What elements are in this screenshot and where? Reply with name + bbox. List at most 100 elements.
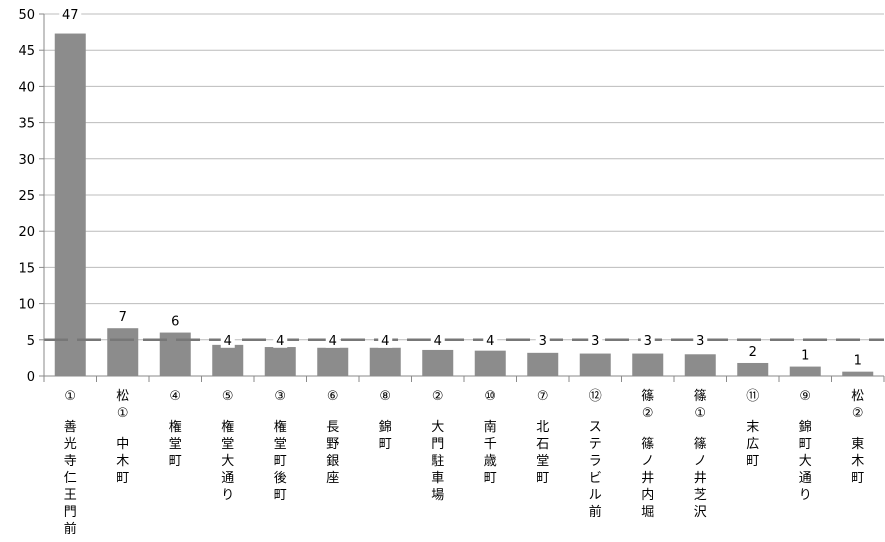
y-tick-label: 45 — [18, 44, 35, 59]
bar — [684, 354, 716, 376]
category-label: ④ 権堂町 — [169, 389, 182, 469]
data-label-background — [850, 352, 865, 368]
y-tick-label: 20 — [18, 225, 35, 240]
data-label: 4 — [434, 334, 442, 349]
data-label-background — [640, 332, 655, 348]
category-name: 長野銀座 — [326, 420, 339, 486]
y-tick-label: 50 — [18, 8, 35, 23]
category-name: 篠ノ井芝沢 — [694, 437, 707, 520]
category-name: 篠ノ井内堀 — [641, 437, 654, 520]
category-number: ⑩ — [484, 389, 496, 404]
y-tick-label: 40 — [18, 80, 35, 95]
data-label-background — [220, 332, 235, 348]
category-name: 権堂町後町 — [274, 419, 287, 503]
bar — [107, 328, 139, 376]
category-labels: ① 善光寺仁王門前 松 ① 中木町 ④ 権堂町 ⑤ 権堂大通り ③ 権堂町後町 ⑥ 長野銀座 ⑧ 錦町 ② 大門… — [64, 389, 865, 537]
data-label: 7 — [119, 310, 127, 325]
data-label-background — [798, 347, 813, 363]
data-label-background — [115, 309, 130, 325]
bar — [212, 344, 244, 376]
y-tick-label: 25 — [18, 189, 35, 204]
data-label: 4 — [329, 334, 337, 349]
y-tick-label: 35 — [18, 117, 35, 132]
data-label: 4 — [381, 334, 389, 349]
data-label: 4 — [276, 334, 284, 349]
bar — [264, 347, 296, 376]
category-label: ⑪ 末広町 — [746, 389, 759, 469]
data-label: 4 — [486, 334, 494, 349]
category-name: 権堂大通り — [221, 419, 234, 503]
y-tick-label: 10 — [18, 298, 35, 313]
axes: 0 5 10 15 20 25 30 35 40 45 50 — [18, 8, 885, 385]
category-label: ⑧ 錦町 — [379, 389, 392, 452]
category-label: 松 ② 東木町 — [851, 389, 864, 486]
data-label-background — [430, 332, 445, 348]
bar — [579, 353, 611, 376]
category-number: ③ — [274, 389, 286, 404]
bar — [527, 352, 559, 376]
data-label: 2 — [749, 345, 757, 360]
category-label: ① 善光寺仁王門前 — [64, 389, 77, 537]
category-label: ⑫ ステラビル前 — [589, 389, 602, 520]
category-label: ③ 権堂町後町 — [274, 389, 287, 503]
category-number: ⑪ — [746, 389, 759, 404]
category-number: ⑤ — [222, 389, 234, 404]
y-tick-label: 5 — [27, 334, 35, 349]
category-name: 中木町 — [116, 437, 129, 486]
category-name: ステラビル前 — [589, 420, 602, 520]
category-label: ⑨ 錦町大通り — [799, 389, 812, 503]
y-tick-label: 0 — [27, 370, 35, 385]
category-name: 南千歳町 — [484, 419, 497, 486]
bar — [369, 347, 401, 376]
category-name: 善光寺仁王門前 — [64, 419, 77, 537]
category-number: ④ — [169, 389, 181, 404]
data-label: 3 — [591, 334, 599, 349]
bars — [54, 33, 874, 376]
category-name: 錦町 — [379, 419, 392, 452]
data-label: 3 — [644, 334, 652, 349]
category-label: ⑥ 長野銀座 — [326, 389, 339, 486]
category-name: 大門駐車場 — [431, 420, 444, 503]
data-label: 3 — [539, 334, 547, 349]
bar — [422, 349, 454, 376]
bar — [474, 350, 506, 376]
category-number: ⑧ — [379, 389, 391, 404]
category-name: 錦町大通り — [799, 419, 812, 503]
category-name: 末広町 — [746, 420, 759, 469]
category-number: ⑫ — [589, 389, 602, 404]
data-label-background — [378, 332, 393, 348]
bar — [737, 362, 769, 376]
bar — [789, 366, 821, 376]
data-label-background — [273, 332, 288, 348]
data-labels: 47 7 6 4 4 4 4 4 4 3 3 3 3 2 1 1 — [59, 7, 865, 369]
category-name: 北石堂町 — [536, 420, 549, 486]
category-label: ② 大門駐車場 — [431, 389, 444, 503]
category-label: ⑤ 権堂大通り — [221, 389, 234, 503]
bar — [842, 371, 874, 376]
data-label: 47 — [62, 8, 79, 23]
category-number: ⑦ — [537, 389, 549, 404]
data-label: 3 — [696, 334, 704, 349]
data-label: 6 — [171, 315, 179, 330]
data-label-background — [693, 332, 708, 348]
bar — [54, 33, 86, 376]
data-label: 1 — [854, 354, 862, 369]
category-number: ⑥ — [327, 389, 339, 404]
category-name: 東木町 — [851, 436, 864, 486]
category-label: ⑦ 北石堂町 — [536, 389, 549, 486]
category-name: 権堂町 — [169, 419, 182, 469]
bar — [317, 347, 349, 376]
data-label-background — [483, 332, 498, 348]
bar — [632, 353, 664, 376]
category-number: ⑨ — [799, 389, 811, 404]
category-label: 松 ① 中木町 — [116, 389, 129, 486]
data-label: 4 — [224, 334, 232, 349]
grid-lines — [44, 13, 884, 341]
data-label-background — [745, 343, 760, 359]
category-label: 篠 ① 篠ノ井芝沢 — [694, 389, 707, 520]
y-tick-label: 15 — [18, 261, 35, 276]
